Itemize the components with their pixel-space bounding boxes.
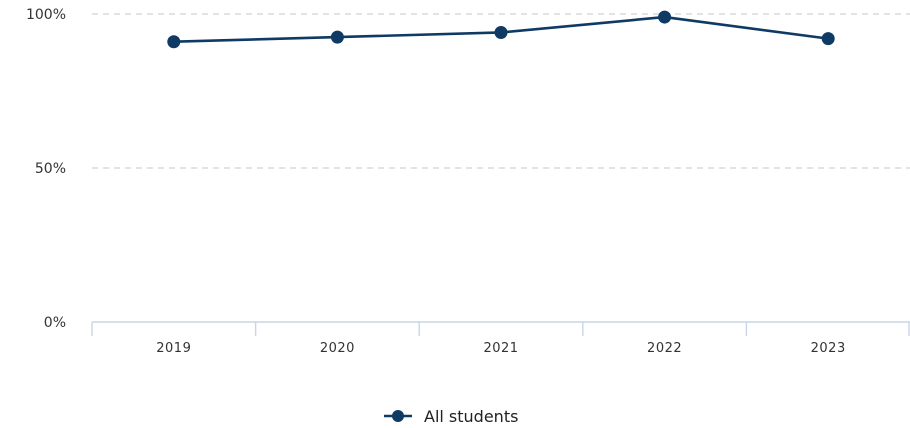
x-tick-label-2021: 2021 [483, 341, 518, 356]
data-point-2023[interactable] [821, 32, 835, 46]
y-tick-label-1: 50% [35, 161, 66, 177]
x-tick-label-2023: 2023 [811, 341, 846, 356]
legend-marker-icon [392, 410, 404, 422]
data-point-2022[interactable] [658, 10, 672, 24]
x-tick-label-2020: 2020 [320, 341, 355, 356]
legend[interactable]: All students [384, 407, 518, 426]
x-tick-label-2022: 2022 [647, 341, 682, 356]
gridlines [92, 13, 910, 169]
data-point-2021[interactable] [494, 25, 508, 39]
y-tick-label-0: 0% [44, 315, 66, 331]
series-layer [167, 10, 835, 49]
legend-label: All students [424, 407, 518, 426]
x-tick-label-2019: 2019 [156, 341, 191, 356]
x-axis: 2019 2020 2021 2022 2023 [91, 321, 910, 356]
data-point-2019[interactable] [167, 35, 181, 49]
y-axis: 0% 50% 100% [26, 7, 66, 331]
data-point-2020[interactable] [330, 30, 344, 44]
y-tick-label-2: 100% [26, 7, 66, 23]
